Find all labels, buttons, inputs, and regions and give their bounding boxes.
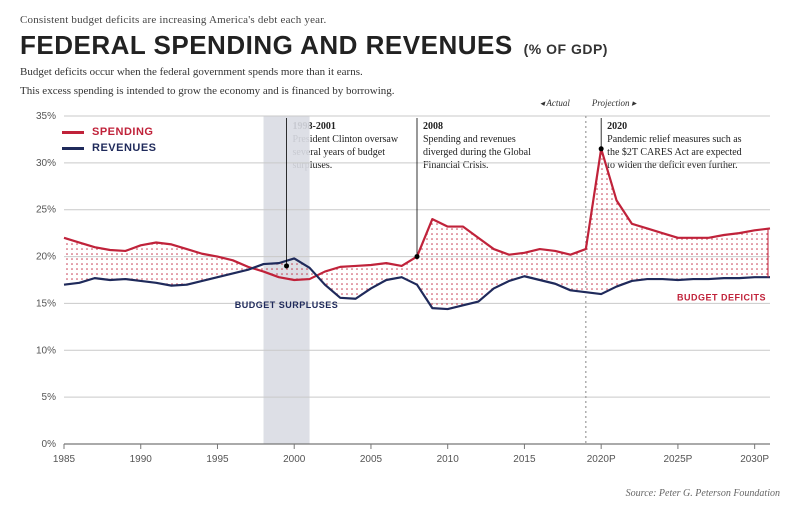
svg-text:10%: 10% <box>36 345 56 356</box>
svg-text:2020P: 2020P <box>587 454 616 465</box>
svg-text:1995: 1995 <box>206 454 229 465</box>
svg-text:15%: 15% <box>36 298 56 309</box>
title-unit: (% OF GDP) <box>524 41 608 57</box>
svg-text:0%: 0% <box>42 439 57 450</box>
source-credit: Source: Peter G. Peterson Foundation <box>626 488 780 499</box>
svg-text:5%: 5% <box>42 392 57 403</box>
kicker-text: Consistent budget deficits are increasin… <box>20 14 780 26</box>
svg-text:35%: 35% <box>36 112 56 122</box>
svg-text:2025P: 2025P <box>663 454 692 465</box>
svg-text:BUDGET DEFICITS: BUDGET DEFICITS <box>677 293 766 303</box>
label-actual: ◂ Actual <box>540 98 570 109</box>
svg-text:1985: 1985 <box>53 454 76 465</box>
svg-text:25%: 25% <box>36 205 56 216</box>
subtitle-line-2: This excess spending is intended to grow… <box>20 84 780 99</box>
svg-text:2015: 2015 <box>513 454 536 465</box>
subtitle-line-1: Budget deficits occur when the federal g… <box>20 65 780 80</box>
chart-area: 0% 5% 10% 15% 20% 25% 30% 35% 1985 1990 1995 2000 20… <box>20 112 780 479</box>
svg-text:BUDGET SURPLUSES: BUDGET SURPLUSES <box>235 300 339 310</box>
svg-text:2030P: 2030P <box>740 454 769 465</box>
svg-text:2005: 2005 <box>360 454 383 465</box>
svg-text:20%: 20% <box>36 252 56 263</box>
svg-text:30%: 30% <box>36 158 56 169</box>
svg-text:2010: 2010 <box>437 454 460 465</box>
headline: FEDERAL SPENDING AND REVENUES (% OF GDP) <box>20 30 780 61</box>
label-projection: Projection ▸ <box>592 98 636 109</box>
svg-text:2000: 2000 <box>283 454 306 465</box>
svg-text:1990: 1990 <box>130 454 153 465</box>
line-chart: 0% 5% 10% 15% 20% 25% 30% 35% 1985 1990 1995 2000 20… <box>20 112 780 472</box>
title-main: FEDERAL SPENDING AND REVENUES <box>20 30 513 60</box>
